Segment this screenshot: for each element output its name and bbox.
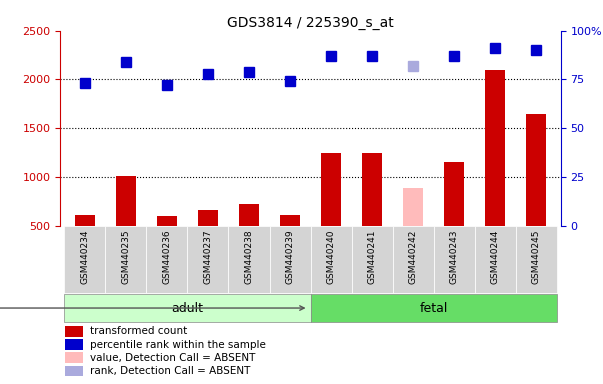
Bar [198, 210, 218, 226]
Text: GSM440239: GSM440239 [286, 229, 294, 284]
FancyBboxPatch shape [270, 226, 311, 293]
Text: GSM440238: GSM440238 [244, 229, 253, 284]
FancyBboxPatch shape [475, 226, 516, 293]
Text: rank, Detection Call = ABSENT: rank, Detection Call = ABSENT [90, 366, 251, 376]
Bar [485, 70, 505, 226]
FancyBboxPatch shape [311, 226, 352, 293]
Bar [157, 216, 177, 226]
Bar [444, 162, 464, 226]
Text: GSM440241: GSM440241 [368, 229, 377, 284]
FancyBboxPatch shape [106, 226, 147, 293]
Text: transformed count: transformed count [90, 326, 188, 336]
FancyBboxPatch shape [393, 226, 434, 293]
Bar [239, 204, 259, 226]
FancyBboxPatch shape [65, 366, 83, 376]
FancyBboxPatch shape [434, 226, 475, 293]
Bar [280, 215, 300, 226]
Text: development stage: development stage [0, 303, 304, 313]
Text: fetal: fetal [420, 301, 448, 314]
Text: GSM440240: GSM440240 [327, 229, 335, 284]
Bar [116, 176, 136, 226]
FancyBboxPatch shape [516, 226, 557, 293]
FancyBboxPatch shape [65, 339, 83, 350]
Bar [403, 188, 423, 226]
Title: GDS3814 / 225390_s_at: GDS3814 / 225390_s_at [227, 16, 394, 30]
FancyBboxPatch shape [352, 226, 393, 293]
Bar [526, 114, 546, 226]
Text: GSM440242: GSM440242 [409, 229, 418, 283]
Bar [321, 153, 341, 226]
Text: GSM440234: GSM440234 [80, 229, 89, 284]
Bar [362, 153, 382, 226]
Text: percentile rank within the sample: percentile rank within the sample [90, 339, 266, 349]
FancyBboxPatch shape [65, 353, 83, 363]
Text: value, Detection Call = ABSENT: value, Detection Call = ABSENT [90, 353, 256, 363]
Text: GSM440235: GSM440235 [121, 229, 130, 284]
FancyBboxPatch shape [188, 226, 229, 293]
FancyBboxPatch shape [65, 326, 83, 337]
Text: GSM440237: GSM440237 [203, 229, 212, 284]
FancyBboxPatch shape [65, 226, 106, 293]
Text: GSM440244: GSM440244 [491, 229, 500, 283]
Text: GSM440245: GSM440245 [532, 229, 541, 284]
FancyBboxPatch shape [229, 226, 270, 293]
Text: GSM440236: GSM440236 [162, 229, 171, 284]
Bar [75, 215, 95, 226]
FancyBboxPatch shape [311, 294, 557, 322]
FancyBboxPatch shape [65, 294, 311, 322]
Text: adult: adult [171, 301, 203, 314]
FancyBboxPatch shape [147, 226, 188, 293]
Text: GSM440243: GSM440243 [450, 229, 459, 284]
